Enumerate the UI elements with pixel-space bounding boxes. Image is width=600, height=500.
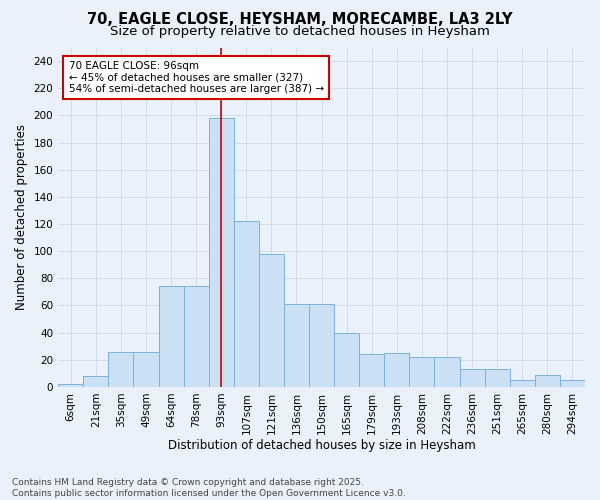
Bar bbox=[560, 380, 585, 387]
Bar bbox=[133, 352, 158, 387]
Bar bbox=[359, 354, 385, 387]
Text: Size of property relative to detached houses in Heysham: Size of property relative to detached ho… bbox=[110, 25, 490, 38]
Bar bbox=[309, 304, 334, 387]
Bar bbox=[434, 357, 460, 387]
Bar bbox=[83, 376, 109, 387]
Bar bbox=[259, 254, 284, 387]
Bar bbox=[409, 357, 434, 387]
Bar bbox=[109, 352, 133, 387]
Bar bbox=[334, 332, 359, 387]
Bar bbox=[460, 370, 485, 387]
Text: Contains HM Land Registry data © Crown copyright and database right 2025.
Contai: Contains HM Land Registry data © Crown c… bbox=[12, 478, 406, 498]
Bar bbox=[158, 286, 184, 387]
Bar bbox=[209, 118, 234, 387]
Bar bbox=[485, 370, 510, 387]
Text: 70, EAGLE CLOSE, HEYSHAM, MORECAMBE, LA3 2LY: 70, EAGLE CLOSE, HEYSHAM, MORECAMBE, LA3… bbox=[87, 12, 513, 28]
Bar bbox=[234, 222, 259, 387]
X-axis label: Distribution of detached houses by size in Heysham: Distribution of detached houses by size … bbox=[168, 440, 475, 452]
Bar bbox=[58, 384, 83, 387]
Y-axis label: Number of detached properties: Number of detached properties bbox=[15, 124, 28, 310]
Bar bbox=[284, 304, 309, 387]
Bar bbox=[184, 286, 209, 387]
Bar bbox=[510, 380, 535, 387]
Bar bbox=[385, 353, 409, 387]
Text: 70 EAGLE CLOSE: 96sqm
← 45% of detached houses are smaller (327)
54% of semi-det: 70 EAGLE CLOSE: 96sqm ← 45% of detached … bbox=[69, 61, 324, 94]
Bar bbox=[535, 374, 560, 387]
